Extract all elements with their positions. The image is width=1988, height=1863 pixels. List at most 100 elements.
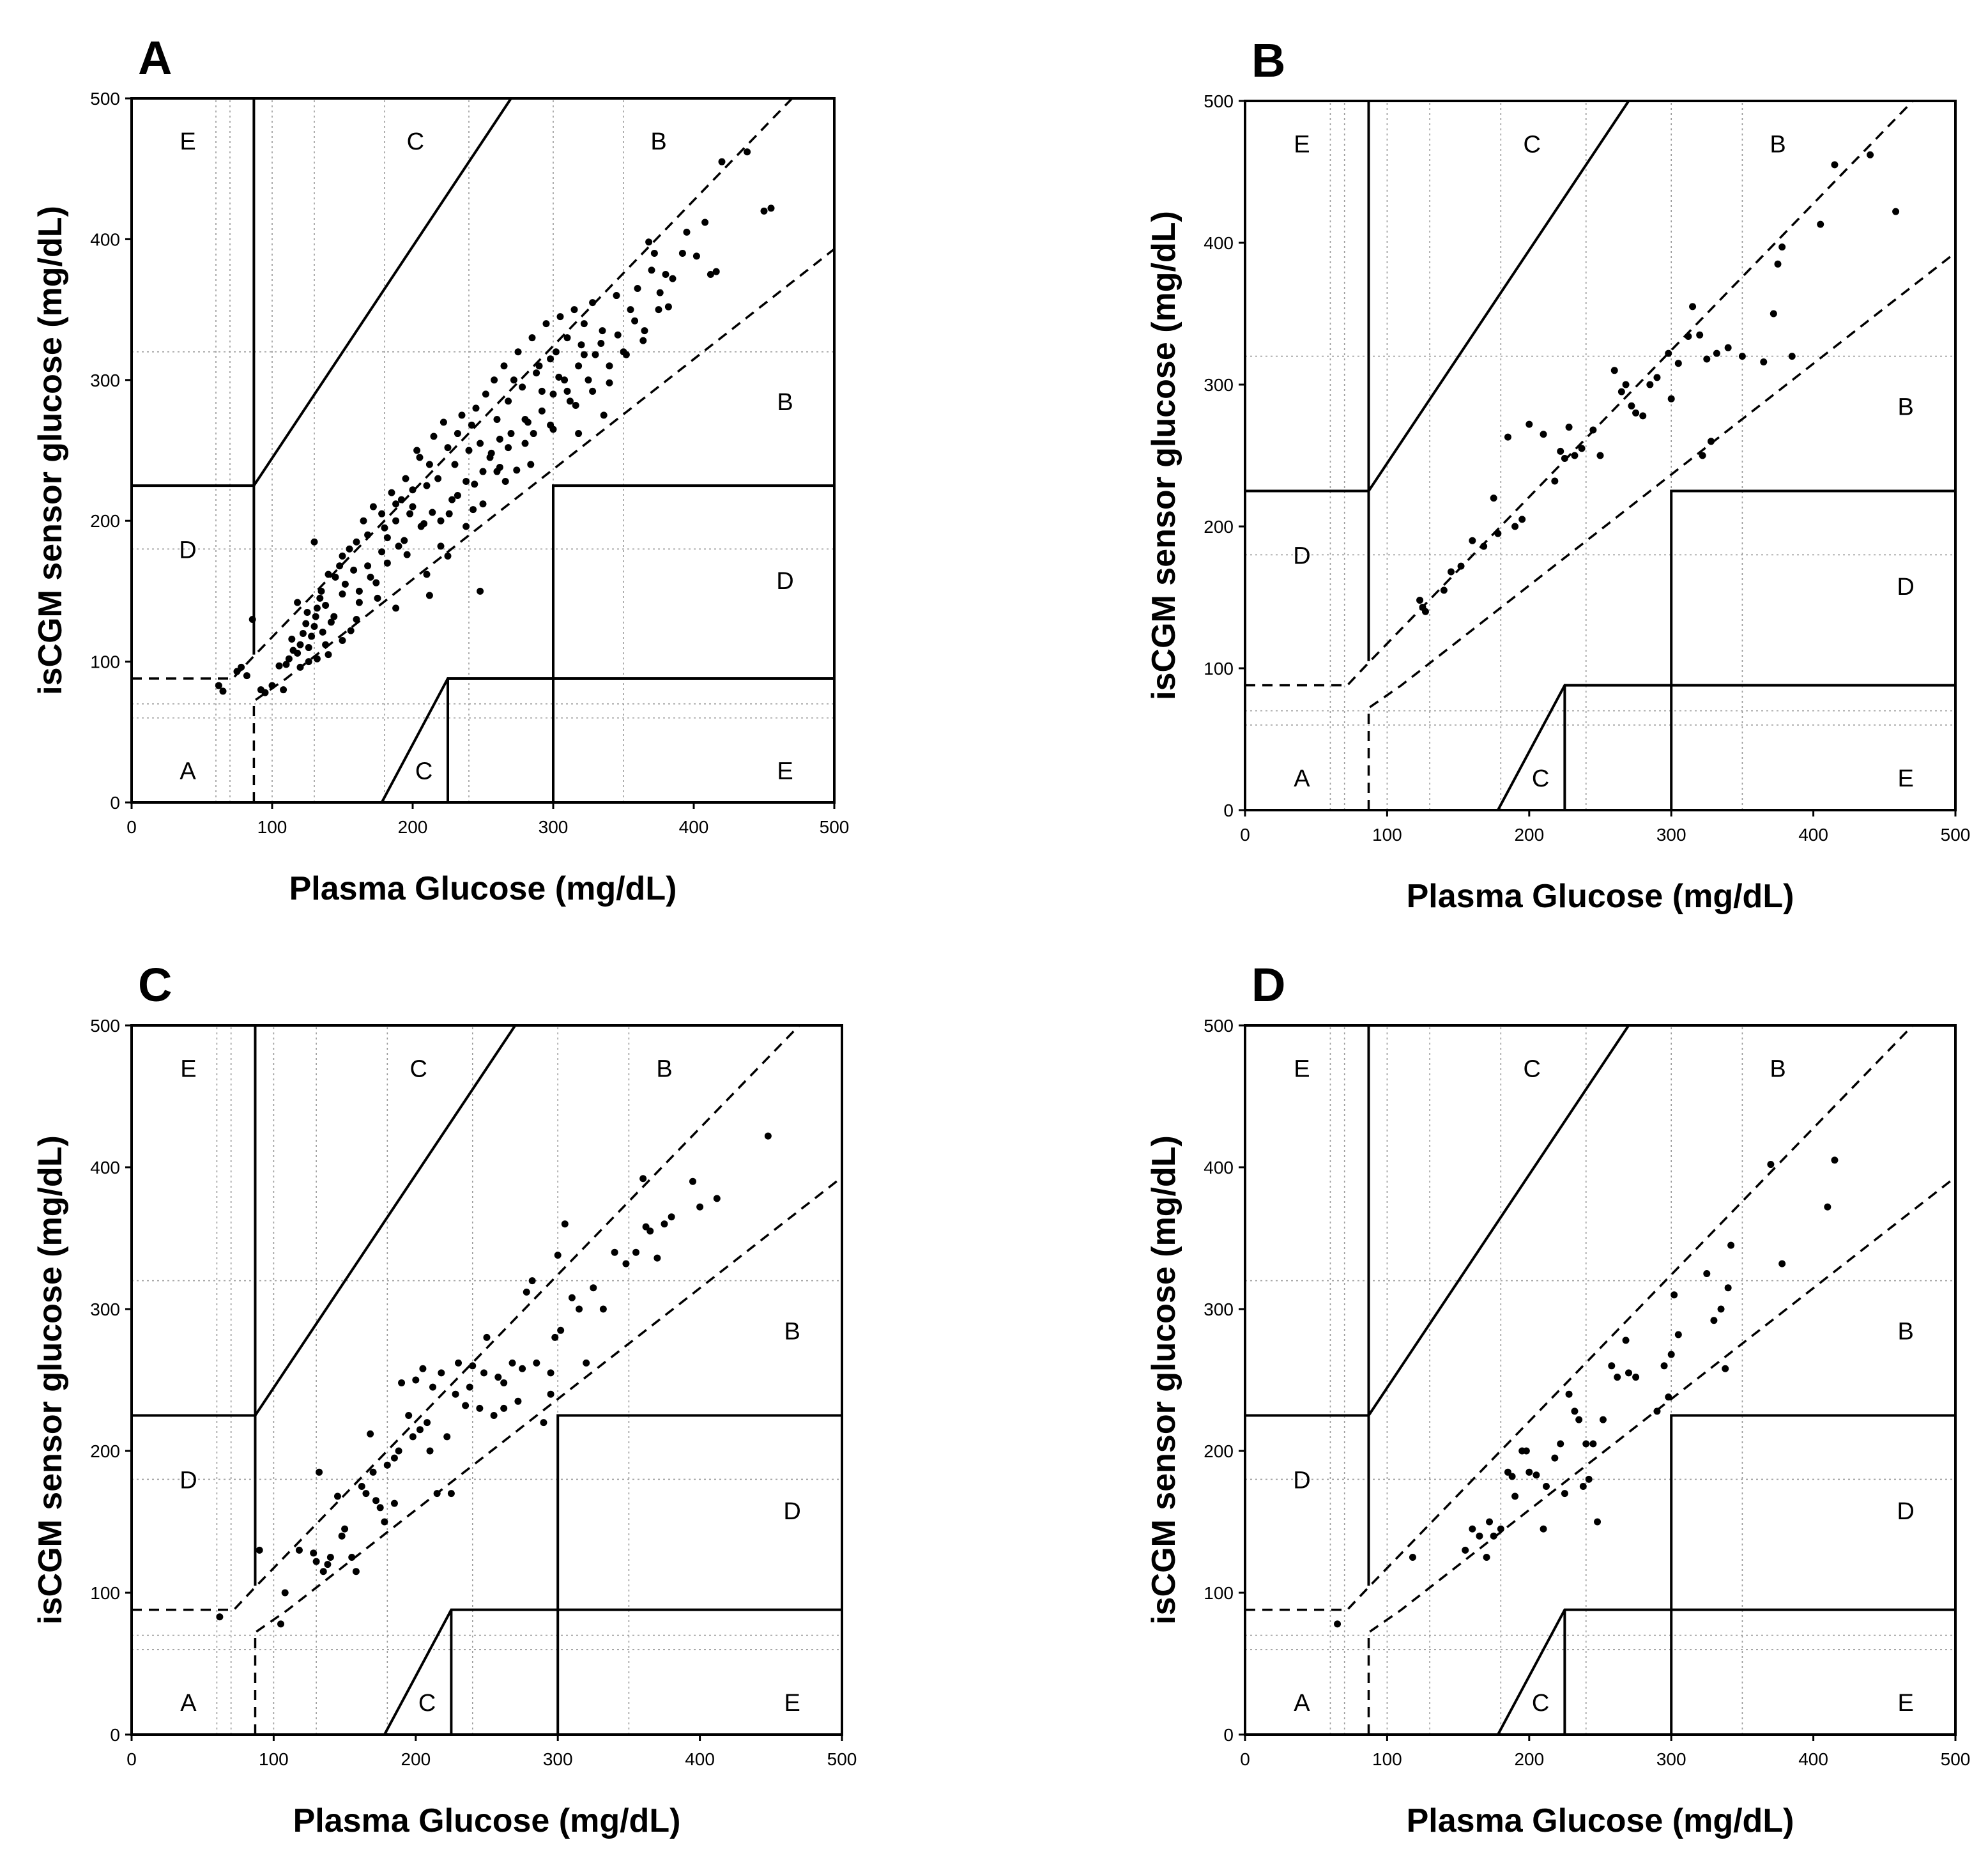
- zone-line-a-lower: [1367, 252, 1955, 810]
- data-point: [575, 362, 583, 370]
- zone-boundaries: [132, 1025, 842, 1735]
- x-tick-label: 400: [1798, 1749, 1828, 1769]
- data-point: [662, 271, 669, 278]
- data-point: [310, 623, 318, 630]
- data-point: [285, 655, 293, 663]
- data-point: [443, 1433, 451, 1441]
- data-point: [448, 496, 456, 503]
- data-point: [367, 573, 374, 581]
- data-point: [500, 362, 508, 370]
- zone-label: E: [180, 1056, 196, 1083]
- data-point: [451, 461, 459, 468]
- zone-label: D: [1293, 1467, 1310, 1494]
- data-point: [585, 376, 592, 384]
- x-tick-label: 200: [398, 817, 428, 837]
- data-point: [412, 1376, 420, 1384]
- data-point: [689, 1177, 696, 1185]
- data-point: [1824, 1203, 1831, 1211]
- data-points: [216, 1132, 772, 1628]
- data-point: [1518, 516, 1526, 523]
- zone-label: D: [1897, 574, 1914, 601]
- data-point: [549, 390, 557, 398]
- data-point: [1571, 1407, 1579, 1415]
- data-point: [383, 534, 391, 542]
- data-point: [390, 1454, 398, 1462]
- panel-c: 0 100 200 300 400 500 0 100 200 300 400 500 E C B B D D A C…: [32, 958, 857, 1839]
- data-point: [281, 1589, 289, 1597]
- data-point: [395, 1447, 402, 1455]
- data-point: [1646, 381, 1654, 388]
- y-tick-label: 100: [90, 1583, 120, 1603]
- data-point: [454, 430, 461, 438]
- zone-label: C: [1524, 1056, 1541, 1083]
- data-point: [403, 551, 411, 558]
- data-point: [458, 411, 466, 419]
- data-point: [268, 682, 276, 689]
- data-point: [1625, 1369, 1632, 1377]
- data-point: [455, 1359, 463, 1367]
- data-point: [632, 1248, 640, 1256]
- data-point: [299, 630, 307, 638]
- data-point: [519, 1365, 526, 1372]
- data-point: [476, 1404, 484, 1412]
- zone-label: E: [180, 128, 195, 155]
- data-point: [1703, 1270, 1711, 1277]
- data-point: [542, 320, 550, 328]
- data-point: [1565, 1390, 1573, 1398]
- data-point: [655, 306, 662, 314]
- data-point: [523, 1288, 530, 1296]
- zone-line-c-lower: [1497, 1608, 1955, 1735]
- data-point: [718, 158, 726, 165]
- data-point: [372, 579, 380, 586]
- data-point: [713, 1195, 721, 1202]
- data-point: [646, 1227, 654, 1235]
- zone-line-c-upper: [132, 1025, 517, 1417]
- y-tick-label: 0: [1223, 1725, 1234, 1745]
- data-point: [1565, 424, 1573, 431]
- data-point: [333, 1492, 341, 1500]
- data-point: [631, 317, 639, 325]
- data-point: [1628, 402, 1635, 410]
- data-point: [416, 1426, 424, 1434]
- data-point: [353, 538, 360, 546]
- x-tick-label: 200: [401, 1749, 431, 1769]
- data-point: [480, 1369, 488, 1377]
- y-tick-label: 200: [1204, 1441, 1234, 1461]
- data-point: [319, 1568, 327, 1575]
- data-point: [416, 454, 424, 461]
- data-point: [580, 320, 588, 328]
- data-point: [580, 351, 588, 358]
- data-point: [275, 662, 283, 670]
- data-point: [614, 331, 622, 339]
- x-tick-label: 200: [1514, 1749, 1544, 1769]
- data-point: [238, 663, 245, 671]
- zone-label: D: [179, 537, 196, 564]
- data-point: [406, 510, 414, 518]
- data-point: [303, 608, 311, 616]
- y-axis-title: isCGM sensor glucose (mg/dL): [32, 1135, 69, 1625]
- data-point: [1599, 1416, 1607, 1423]
- data-point: [319, 628, 326, 636]
- data-point: [577, 341, 585, 349]
- data-point: [496, 435, 503, 443]
- y-tick-label: 300: [90, 1300, 120, 1319]
- data-point: [296, 663, 304, 671]
- data-point: [530, 430, 537, 438]
- data-point: [556, 313, 564, 321]
- data-point: [339, 637, 346, 645]
- data-point: [533, 369, 540, 377]
- data-point: [538, 407, 546, 415]
- data-point: [322, 641, 330, 648]
- x-tick-label: 400: [685, 1749, 715, 1769]
- zone-line-a-lower: [252, 248, 834, 802]
- data-point: [423, 571, 431, 578]
- data-point: [326, 1554, 334, 1561]
- zone-label: D: [1897, 1498, 1914, 1525]
- data-point: [627, 306, 634, 314]
- x-tick-label: 500: [827, 1749, 857, 1769]
- data-point: [1551, 477, 1559, 485]
- data-point: [430, 433, 438, 440]
- x-tick-label: 0: [1240, 825, 1250, 845]
- data-point: [599, 327, 606, 335]
- data-point: [243, 672, 250, 680]
